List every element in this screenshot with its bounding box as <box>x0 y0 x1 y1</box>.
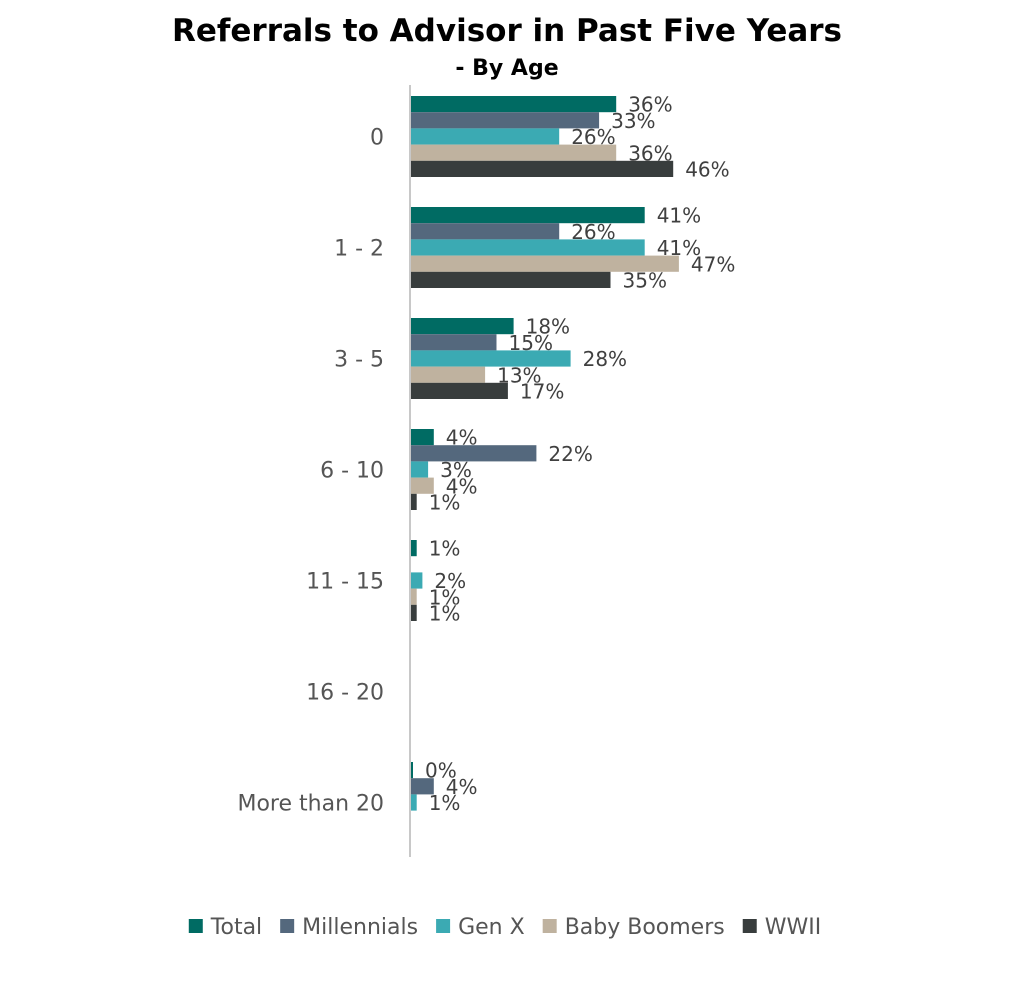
legend-label: Baby Boomers <box>565 915 725 940</box>
data-label: 4% <box>446 474 478 498</box>
bar-gen-x <box>411 794 417 811</box>
bar-wwii <box>411 382 508 399</box>
data-label: 36% <box>628 93 672 117</box>
bar-millennials <box>411 112 600 129</box>
data-label: 28% <box>583 347 627 371</box>
data-label: 2% <box>434 569 466 593</box>
data-labels: 36%33%26%36%46%41%26%41%47%35%18%15%28%1… <box>425 93 735 815</box>
data-label: 13% <box>497 363 541 387</box>
bar-wwii <box>411 160 674 177</box>
legend: Total Millennials Gen X Baby Boomers WWII <box>188 915 821 940</box>
bar-total <box>411 429 434 446</box>
legend-swatch <box>280 919 295 933</box>
data-label: 26% <box>571 220 615 244</box>
data-label: 1% <box>429 491 461 515</box>
data-label: 1% <box>429 585 461 609</box>
bar-gen-x <box>411 128 560 145</box>
bar-wwii <box>411 493 417 510</box>
bar-baby-boomers <box>411 588 417 605</box>
bar-baby-boomers <box>411 477 434 494</box>
data-label: 4% <box>446 775 478 799</box>
bar-millennials <box>411 223 560 240</box>
data-label: 18% <box>526 315 570 339</box>
data-label: 1% <box>429 791 461 815</box>
bar-baby-boomers <box>411 366 486 383</box>
bar-baby-boomers <box>411 255 679 272</box>
bar-wwii <box>411 604 417 621</box>
category-label: 16 - 20 <box>306 681 384 706</box>
bar-gen-x <box>411 350 571 367</box>
legend-swatch <box>436 919 451 933</box>
legend-label: Gen X <box>458 915 525 940</box>
legend-label: WWII <box>765 915 821 940</box>
data-label: 33% <box>611 109 655 133</box>
data-label: 46% <box>685 158 729 182</box>
data-label: 47% <box>691 252 735 276</box>
data-label: 41% <box>657 204 701 228</box>
legend-swatch <box>542 919 557 933</box>
category-label: 6 - 10 <box>320 459 384 484</box>
chart-title: Referrals to Advisor in Past Five Years <box>172 13 842 49</box>
bar-millennials <box>411 445 537 462</box>
bar-total <box>411 540 417 557</box>
data-label: 22% <box>548 442 592 466</box>
bar-gen-x <box>411 461 429 478</box>
bar-total <box>411 96 617 113</box>
data-label: 15% <box>509 331 553 355</box>
category-label: 3 - 5 <box>334 348 384 373</box>
data-label: 35% <box>623 269 667 293</box>
legend-swatch <box>742 919 757 933</box>
chart-subtitle: - By Age <box>455 56 558 81</box>
bar-total <box>411 207 645 224</box>
data-label: 3% <box>440 458 472 482</box>
bar-total <box>411 318 514 335</box>
bar-millennials <box>411 778 434 795</box>
bar-millennials <box>411 334 497 351</box>
bar-baby-boomers <box>411 144 617 161</box>
data-label: 36% <box>628 141 672 165</box>
bar-gen-x <box>411 239 645 256</box>
data-label: 1% <box>429 602 461 626</box>
bar-total <box>411 762 413 779</box>
category-label: More than 20 <box>237 792 384 817</box>
category-labels: 0 1 - 2 3 - 5 6 - 10 11 - 15 16 - 20 More than… <box>237 126 384 817</box>
data-label: 0% <box>425 759 457 783</box>
bar-gen-x <box>411 572 423 589</box>
legend-label: Total <box>210 915 262 940</box>
data-label: 26% <box>571 125 615 149</box>
category-label: 0 <box>370 126 384 151</box>
category-label: 1 - 2 <box>334 237 384 262</box>
legend-label: Millennials <box>302 915 418 940</box>
data-label: 17% <box>520 380 564 404</box>
bar-wwii <box>411 271 611 288</box>
category-label: 11 - 15 <box>306 570 384 595</box>
legend-swatch <box>188 919 203 933</box>
data-label: 4% <box>446 426 478 450</box>
bars <box>411 96 679 811</box>
data-label: 41% <box>657 236 701 260</box>
data-label: 1% <box>429 537 461 561</box>
